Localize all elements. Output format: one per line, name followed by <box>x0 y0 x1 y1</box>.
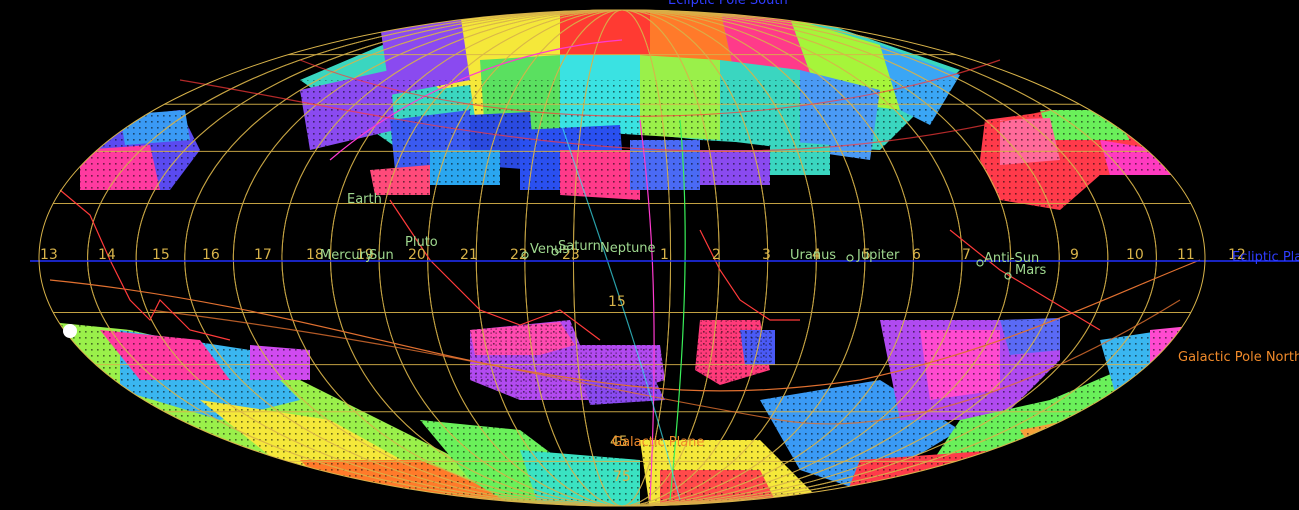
ra-hour-label-7: 7 <box>962 247 971 263</box>
planet-label-anti-sun: Anti-Sun <box>984 251 1039 266</box>
ra-hour-label-6: 6 <box>912 247 921 263</box>
ra-hour-label-13: 13 <box>40 247 58 263</box>
dec-label-75: 75 <box>613 469 631 485</box>
red-coastline-mid <box>389 199 601 341</box>
planet-label-sun: Sun <box>369 248 394 263</box>
ra-hour-label-1: 1 <box>660 247 669 263</box>
planet-label-saturn: Saturn <box>558 239 601 254</box>
anti-sun-marker <box>976 259 984 267</box>
jupiter-marker <box>846 254 854 262</box>
ra-hour-label-5: 5 <box>862 247 871 263</box>
ra-hour-label-12: 12 <box>1228 247 1246 263</box>
galactic-plane-curve <box>49 259 1201 392</box>
planet-markers <box>521 248 1012 280</box>
planet-label-venus: Venus <box>530 242 569 257</box>
ra-hour-label-2: 2 <box>712 247 721 263</box>
red-coastline-left <box>59 189 231 341</box>
ecliptic-plane-label: Ecliptic Plane <box>1232 250 1299 265</box>
planet-label-mars: Mars <box>1015 263 1047 278</box>
ra-hour-label-3: 3 <box>762 247 771 263</box>
ra-hour-labels: 13 14 15 16 17 18 19 20 21 22 23 1 2 3 4 5 6 7 9 10 11 12 <box>40 247 1246 263</box>
planet-label-earth: Earth <box>347 192 382 207</box>
orange-track-curve <box>149 299 1181 425</box>
ra-hour-label-10: 10 <box>1126 247 1144 263</box>
ra-hour-label-11: 11 <box>1177 247 1195 263</box>
red-coastline-right <box>699 229 1101 331</box>
planet-label-jupiter: Jupiter <box>856 248 900 263</box>
ra-hour-label-22: 22 <box>510 247 528 263</box>
ra-hour-label-19: 19 <box>356 247 374 263</box>
ra-hour-label-23: 23 <box>562 247 580 263</box>
ra-hour-label-9: 9 <box>1070 247 1079 263</box>
sun-position-marker <box>63 324 77 338</box>
galactic-plane-label: Galactic Plane <box>612 435 704 450</box>
plane-curves <box>49 39 1201 501</box>
galactic-pole-north-label: Galactic Pole North <box>1178 350 1299 365</box>
planet-label-pluto: Pluto <box>405 235 438 250</box>
dec-label-15: 15 <box>608 294 626 310</box>
cyan-boundary-curve <box>559 119 681 501</box>
ra-hour-label-17: 17 <box>254 247 272 263</box>
venus-marker <box>521 251 529 259</box>
planet-label-uranus: Uranus <box>790 248 836 263</box>
ra-hour-label-21: 21 <box>460 247 478 263</box>
ra-hour-label-15: 15 <box>152 247 170 263</box>
projection-boundary <box>38 9 1206 507</box>
ra-hour-label-4: 4 <box>812 247 821 263</box>
green-boundary-curve <box>669 119 686 501</box>
ra-hour-label-20: 20 <box>408 247 426 263</box>
dec-label-45: 45 <box>610 434 628 450</box>
saturn-marker <box>551 248 559 256</box>
red-boundary-curve <box>179 59 1051 152</box>
mars-marker <box>1004 272 1012 280</box>
top-cut-label: Ecliptic Pole South <box>668 0 788 8</box>
planet-label-mercury: Mercury <box>320 248 373 263</box>
ra-hour-label-18: 18 <box>306 247 324 263</box>
magenta-boundary-curve <box>329 39 655 501</box>
survey-coverage-patches <box>39 10 1205 506</box>
ra-hour-label-14: 14 <box>98 247 116 263</box>
ra-hour-label-16: 16 <box>202 247 220 263</box>
planet-labels: Earth Pluto Mercury Sun Venus Saturn Nep… <box>320 192 1047 278</box>
planet-label-neptune: Neptune <box>600 241 656 256</box>
